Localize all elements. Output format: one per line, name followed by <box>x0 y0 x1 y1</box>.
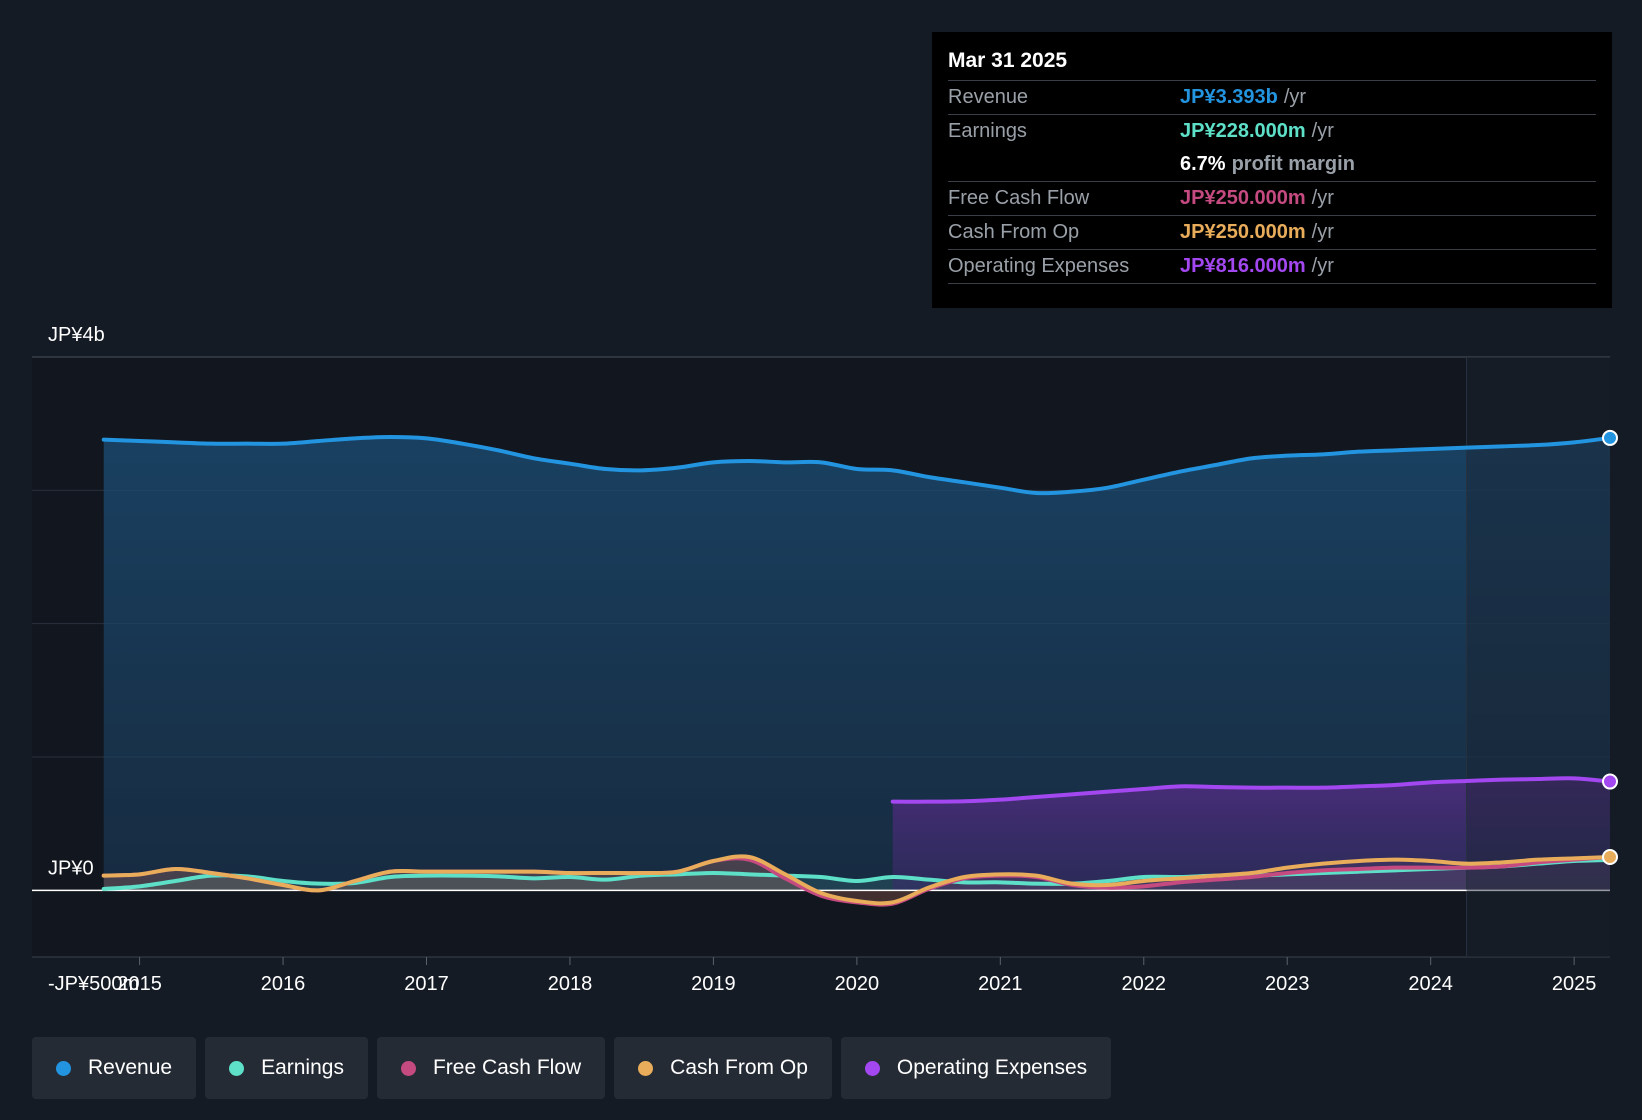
area-revenue <box>103 437 1610 891</box>
end-marker-revenue <box>1602 429 1618 446</box>
x-tick-label: 2022 <box>1122 973 1167 995</box>
tooltip-value: JP¥228.000m <box>1180 120 1306 142</box>
legend-item-revenue[interactable]: Revenue <box>32 1037 197 1099</box>
legend-label: Free Cash Flow <box>432 1056 582 1079</box>
tooltip-row-revenue: Revenue JP¥3.393b /yr <box>948 81 1596 115</box>
legend-item-operating-expenses[interactable]: Operating Expenses <box>840 1037 1112 1099</box>
end-marker-cash-from-op <box>1602 849 1618 865</box>
tooltip-label: Operating Expenses <box>948 255 1130 277</box>
line-operating-expenses <box>890 776 1612 804</box>
x-tick-label: 2016 <box>261 973 306 995</box>
legend: Revenue Earnings Free Cash Flow Cash Fro… <box>32 1037 1112 1099</box>
tooltip-date: Mar 31 2025 <box>948 46 1596 81</box>
x-tick-label: 2017 <box>404 973 449 995</box>
tooltip-unit: /yr <box>1283 86 1307 108</box>
end-marker-operating-expenses <box>1602 773 1618 790</box>
tooltip-value: 6.7% <box>1180 153 1226 175</box>
tooltip-value: JP¥3.393b <box>1180 86 1278 108</box>
series-end-markers <box>1602 429 1618 865</box>
y-tick-label: -JP¥500m <box>48 973 139 995</box>
legend-dot-icon <box>56 1060 71 1076</box>
y-tick-label: JP¥4b <box>48 324 105 346</box>
tooltip-value: JP¥250.000m <box>1180 187 1306 209</box>
x-axis: 2015 2016 2017 2018 2019 2020 2021 2022 2023 2024… <box>117 957 1596 995</box>
series-lines <box>101 435 1612 907</box>
tooltip-label: Cash From Op <box>948 221 1080 243</box>
tooltip-row-operating-expenses: Operating Expenses JP¥816.000m /yr <box>948 250 1596 284</box>
legend-label: Operating Expenses <box>896 1056 1088 1079</box>
line-cash-from-op <box>101 854 1612 906</box>
tooltip: Mar 31 2025 Revenue JP¥3.393b /yr Earnin… <box>932 32 1612 308</box>
x-tick-label: 2020 <box>835 973 880 995</box>
x-tick-label: 2015 <box>117 973 162 995</box>
legend-dot-icon <box>229 1060 245 1076</box>
tooltip-label: Revenue <box>948 86 1029 108</box>
tooltip-unit: /yr <box>1311 120 1334 142</box>
legend-item-earnings[interactable]: Earnings <box>205 1037 368 1099</box>
tooltip-row-cash-from-op: Cash From Op JP¥250.000m /yr <box>948 216 1596 250</box>
legend-item-cash-from-op[interactable]: Cash From Op <box>614 1037 832 1099</box>
tooltip-row-free-cash-flow: Free Cash Flow JP¥250.000m /yr <box>948 182 1596 216</box>
x-tick-label: 2019 <box>691 973 736 995</box>
tooltip-unit: /yr <box>1311 187 1334 209</box>
tooltip-row-profit-margin: 6.7% profit margin <box>948 148 1596 182</box>
tooltip-unit: /yr <box>1311 221 1334 243</box>
line-revenue <box>101 435 1612 496</box>
legend-label: Earnings <box>261 1056 344 1079</box>
x-tick-label: 2021 <box>978 973 1023 995</box>
tooltip-label: Earnings <box>948 120 1027 142</box>
x-tick-label: 2025 <box>1552 973 1597 995</box>
tooltip-row-earnings: Earnings JP¥228.000m /yr <box>948 115 1596 148</box>
legend-dot-icon <box>400 1060 416 1076</box>
y-tick-label: JP¥0 <box>48 857 94 879</box>
legend-dot-icon <box>638 1060 654 1076</box>
tooltip-unit: /yr <box>1311 255 1334 277</box>
legend-label: Revenue <box>88 1056 173 1079</box>
x-tick-label: 2018 <box>548 973 593 995</box>
y-axis: JP¥4b JP¥0 -JP¥500m <box>48 324 139 995</box>
tooltip-unit: profit margin <box>1231 153 1355 175</box>
legend-label: Cash From Op <box>670 1056 808 1079</box>
tooltip-label: Free Cash Flow <box>948 187 1090 209</box>
legend-dot-icon <box>864 1060 880 1076</box>
legend-item-free-cash-flow[interactable]: Free Cash Flow <box>376 1037 606 1099</box>
tooltip-value: JP¥250.000m <box>1180 221 1306 243</box>
x-tick-label: 2023 <box>1265 973 1310 995</box>
x-tick-label: 2024 <box>1408 973 1453 995</box>
tooltip-value: JP¥816.000m <box>1180 255 1306 277</box>
